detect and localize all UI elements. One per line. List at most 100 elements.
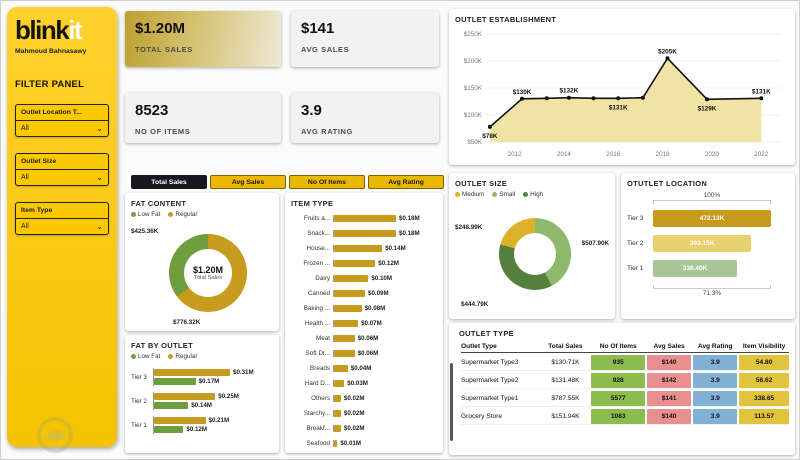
bar-value: $0.06M — [357, 335, 379, 342]
kpi-label: TOTAL SALES — [135, 45, 193, 54]
bar-value: $0.06M — [357, 350, 379, 357]
table-cell: 56.62 — [739, 373, 790, 388]
location-bar-row: Tier 3 472.13K — [627, 210, 789, 227]
column-header[interactable]: Outlet Type — [461, 343, 497, 350]
tab-avg-rating[interactable]: Avg Rating — [368, 175, 444, 189]
logo-text-blink: blink — [15, 15, 70, 45]
chevron-down-icon: ⌄ — [96, 123, 103, 133]
bar[interactable] — [334, 349, 355, 358]
item-type-bar-row[interactable]: Baking ... $0.08M — [291, 301, 437, 316]
tab-avg-sales[interactable]: Avg Sales — [210, 175, 286, 189]
item-type-bar-row[interactable]: Breakf... $0.02M — [291, 421, 437, 436]
bar[interactable] — [334, 229, 396, 238]
legend-item[interactable]: Regular — [168, 353, 197, 360]
table-row[interactable]: Supermarket Type2 $131.48K 928 $142 3.9 56.62 — [461, 373, 790, 389]
table-row[interactable]: Supermarket Type3 $130.71K 935 $140 3.9 54.80 — [461, 355, 790, 371]
bar-value: $0.02M — [343, 395, 365, 402]
fat-by-outlet-chart: Tier 3 $0.31M $0.17M Tier 2 $0.25M $0.14M Tier… — [131, 368, 273, 434]
fat-by-outlet-legend: Low Fat Regular — [131, 353, 273, 360]
bar-category: Snack... — [307, 230, 330, 237]
table-cell: 338.65 — [739, 391, 790, 406]
item-type-bar-row[interactable]: Soft Dr... $0.06M — [291, 346, 437, 361]
bar[interactable] — [334, 364, 348, 373]
filter-outlet-location-dropdown[interactable]: All ⌄ — [16, 120, 108, 136]
item-type-bar-row[interactable]: Hard D... $0.03M — [291, 376, 437, 391]
legend-item[interactable]: Low Fat — [131, 353, 160, 360]
bar-category: Tier 1 — [131, 421, 147, 429]
legend-dot — [455, 192, 460, 197]
location-top-annotation: 100% — [703, 192, 721, 199]
item-type-bar-row[interactable]: Dairy $0.10M — [291, 271, 437, 286]
column-header[interactable]: Avg Rating — [697, 343, 733, 350]
bar[interactable] — [154, 393, 216, 400]
bar-category: Health ... — [304, 320, 330, 327]
outlet-size-donut[interactable] — [499, 218, 571, 290]
item-type-bar-row[interactable]: Canned $0.09M — [291, 286, 437, 301]
bar-value: $0.08M — [364, 305, 386, 312]
bar-value: $0.10M — [371, 275, 393, 282]
item-type-bar-row[interactable]: Frozen ... $0.12M — [291, 256, 437, 271]
filter-item-type-dropdown[interactable]: All ⌄ — [16, 218, 108, 234]
svg-text:$130K: $130K — [513, 89, 532, 96]
outlet-size-panel: OUTLET SIZE Medium Small High $248.99K $50… — [449, 173, 615, 319]
table-scrollbar[interactable] — [450, 363, 453, 441]
table-cell: 928 — [591, 373, 646, 388]
bar-value: $0.17M — [198, 378, 220, 385]
legend-item[interactable]: Low Fat — [131, 211, 160, 218]
bar[interactable] — [334, 214, 396, 223]
bar[interactable] — [334, 304, 362, 313]
bar-category: Hard D... — [304, 380, 330, 387]
item-type-bar-row[interactable]: Fruits a... $0.18M — [291, 211, 437, 226]
establishment-chart[interactable]: $250K $200K $150K $100K $50K 2012 2014 2016 2018… — [455, 24, 789, 162]
item-type-bar-row[interactable]: Starchy... $0.02M — [291, 406, 437, 421]
legend-item[interactable]: Regular — [168, 211, 197, 218]
item-type-bar-row[interactable]: House... $0.14M — [291, 241, 437, 256]
item-type-bar-row[interactable]: Health ... $0.07M — [291, 316, 437, 331]
legend-dot — [168, 354, 174, 359]
bar[interactable] — [154, 369, 230, 376]
tab-total-sales[interactable]: Total Sales — [131, 175, 207, 189]
legend-item[interactable]: Medium — [455, 191, 484, 198]
bar[interactable] — [334, 334, 355, 343]
bar[interactable] — [334, 319, 359, 328]
legend-item[interactable]: High — [523, 191, 543, 198]
pie-label-low-fat: $425.36K — [131, 228, 159, 235]
bar[interactable] — [154, 417, 206, 424]
bar[interactable] — [334, 244, 383, 253]
filter-outlet-size-dropdown[interactable]: All ⌄ — [16, 169, 108, 185]
bar[interactable] — [334, 379, 345, 388]
bar[interactable] — [154, 426, 184, 433]
fat-content-panel: FAT CONTENT Low Fat Regular $425.36K $1.2… — [125, 193, 279, 331]
bar[interactable] — [334, 289, 365, 298]
bar[interactable] — [334, 259, 376, 268]
bar[interactable] — [154, 402, 189, 409]
item-type-bar-row[interactable]: Meat $0.06M — [291, 331, 437, 346]
bar[interactable]: 393.15K — [653, 235, 752, 252]
bar[interactable] — [334, 394, 341, 403]
bar[interactable] — [154, 378, 196, 385]
item-type-bar-row[interactable]: Others $0.02M — [291, 391, 437, 406]
table-row[interactable]: Grocery Store $151.94K 1083 $140 3.9 113.57 — [461, 409, 790, 425]
bar[interactable]: 472.13K — [653, 210, 771, 227]
bar-value: $0.02M — [343, 425, 365, 432]
tab-no-of-items[interactable]: No Of Items — [289, 175, 365, 189]
bar[interactable] — [334, 424, 341, 433]
filter-panel-title: FILTER PANEL — [15, 79, 85, 90]
bar[interactable]: 336.40K — [653, 260, 738, 277]
bar[interactable] — [334, 409, 341, 418]
item-type-bar-row[interactable]: Breads $0.04M — [291, 361, 437, 376]
table-row[interactable]: Supermarket Type1 $787.55K 5577 $141 3.9 338.… — [461, 391, 790, 407]
kpi-total-sales: $1.20M TOTAL SALES — [125, 11, 281, 67]
bar-category: Breakf... — [306, 425, 330, 432]
legend-item[interactable]: Small — [492, 191, 515, 198]
fat-content-donut[interactable]: $1.20M Total Sales — [169, 234, 247, 312]
bar[interactable] — [334, 439, 338, 448]
item-type-bar-row[interactable]: Seafood $0.01M — [291, 436, 437, 451]
bar[interactable] — [334, 274, 369, 283]
column-header[interactable]: Item Visibility — [742, 343, 786, 350]
item-type-bar-row[interactable]: Snack... $0.18M — [291, 226, 437, 241]
outlet-type-panel: OUTLET TYPE Outlet Type Total Sales No Of … — [449, 323, 795, 455]
column-header[interactable]: Avg Sales — [653, 343, 685, 350]
column-header[interactable]: Total Sales — [548, 343, 583, 350]
column-header[interactable]: No Of Items — [599, 343, 637, 350]
